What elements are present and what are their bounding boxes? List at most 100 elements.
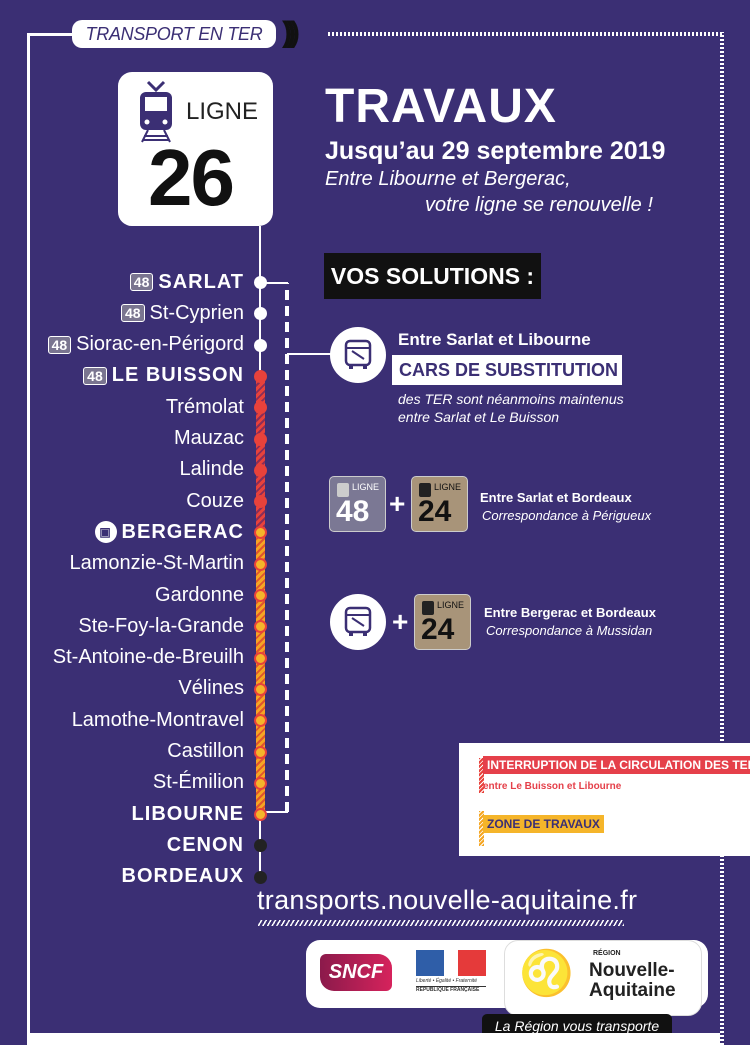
station-name: Vélines bbox=[178, 677, 244, 700]
legend-interruption-sub: entre Le Buisson et Libourne bbox=[483, 781, 622, 792]
station-name: Lalinde bbox=[179, 458, 244, 481]
transport-ter-tag: TRANSPORT EN TER bbox=[72, 20, 276, 48]
solutions-heading: VOS SOLUTIONS : bbox=[324, 253, 541, 299]
solution-2-sub: Correspondance à Périgueux bbox=[482, 508, 652, 523]
ligne-26-box: LIGNE 26 bbox=[118, 72, 273, 226]
station-0: 48 SARLAT bbox=[129, 269, 244, 295]
solution-3-heading: Entre Bergerac et Bordeaux bbox=[484, 605, 656, 620]
region-label: RÉGION bbox=[593, 950, 621, 957]
republique-francaise-logo: Liberté • Égalité • Fraternité RÉPUBLIQU… bbox=[416, 950, 486, 998]
line-48-badge: LIGNE 48 bbox=[329, 476, 386, 532]
station-dot bbox=[254, 651, 267, 665]
bus-route-connector bbox=[260, 811, 288, 813]
lion-icon: ♌ bbox=[519, 949, 574, 998]
station-name: Trémolat bbox=[165, 395, 244, 418]
legend-interruption: INTERRUPTION DE LA CIRCULATION DES TER bbox=[483, 756, 750, 774]
dotted-border bbox=[720, 32, 724, 1045]
station-name: Lamonzie-St-Martin bbox=[69, 552, 244, 575]
station-12: St-Antoine-de-Breuilh bbox=[53, 645, 244, 671]
line-48-connection-badge: 48 bbox=[120, 304, 145, 323]
station-dot bbox=[254, 557, 267, 571]
legend: INTERRUPTION DE LA CIRCULATION DES TER e… bbox=[459, 743, 750, 856]
train-icon bbox=[419, 483, 431, 497]
url-underline bbox=[258, 920, 624, 926]
line-number: 24 bbox=[421, 613, 455, 646]
solution-3-sub: Correspondance à Mussidan bbox=[486, 623, 653, 638]
line-24-badge: LIGNE 24 bbox=[411, 476, 468, 532]
region-name: Nouvelle- Aquitaine bbox=[589, 961, 676, 1001]
station-3: 48 LE BUISSON bbox=[83, 363, 244, 389]
ligne-label: LIGNE bbox=[434, 482, 462, 492]
line-48-connection-badge: 48 bbox=[83, 366, 107, 385]
station-dot bbox=[254, 432, 267, 446]
frame-line bbox=[27, 33, 77, 36]
station-dot bbox=[254, 714, 267, 728]
line-24-badge: LIGNE 24 bbox=[414, 594, 471, 650]
station-8: ▣ BERGERAC bbox=[94, 519, 244, 545]
plus-sign: + bbox=[392, 606, 409, 637]
bus-route-dashed bbox=[285, 283, 289, 812]
bus-route-connector bbox=[260, 282, 288, 284]
station-11: Ste-Foy-la-Grande bbox=[78, 613, 244, 639]
station-dot bbox=[254, 682, 267, 696]
legend-works-zone: ZONE DE TRAVAUX bbox=[483, 815, 604, 833]
station-dot bbox=[254, 401, 267, 415]
station-dot bbox=[254, 495, 267, 509]
station-dot bbox=[254, 276, 267, 289]
station-name: St-Antoine-de-Breuilh bbox=[52, 646, 244, 669]
station-name: BERGERAC bbox=[121, 520, 244, 543]
station-14: Lamothe-Montravel bbox=[72, 707, 244, 733]
website-link[interactable]: transports.nouvelle-aquitaine.fr bbox=[257, 885, 638, 915]
station-17: LIBOURNE bbox=[132, 801, 244, 827]
line-number: 24 bbox=[418, 495, 452, 528]
solution-1-box: CARS DE SUBSTITUTION bbox=[392, 355, 622, 385]
ligne-label: LIGNE bbox=[437, 600, 465, 610]
line-48-connection-badge: 48 bbox=[47, 335, 72, 354]
signal-waves-icon: ))) bbox=[282, 16, 300, 49]
solution-1-heading: Entre Sarlat et Libourne bbox=[398, 330, 591, 349]
bus-route-connector bbox=[287, 353, 332, 355]
rf-name: RÉPUBLIQUE FRANÇAISE bbox=[416, 986, 486, 994]
station-5: Mauzac bbox=[174, 426, 244, 452]
station-dot bbox=[254, 369, 267, 383]
region-name-line: Nouvelle- bbox=[589, 960, 675, 981]
station-name: SARLAT bbox=[158, 270, 244, 293]
solution-1-note: des TER sont néanmoins maintenus entre Sa… bbox=[398, 390, 624, 426]
sncf-logo: SNCF bbox=[320, 954, 392, 991]
station-dot bbox=[254, 620, 267, 634]
station-name: Gardonne bbox=[155, 583, 244, 606]
subtitle: votre ligne se renouvelle ! bbox=[425, 194, 653, 216]
bus-station-icon: ▣ bbox=[94, 521, 117, 544]
station-9: Lamonzie-St-Martin bbox=[69, 551, 244, 577]
station-7: Couze bbox=[186, 488, 244, 514]
station-dot bbox=[254, 776, 267, 790]
bus-icon bbox=[330, 594, 386, 650]
ligne-label: LIGNE bbox=[352, 482, 380, 492]
interruption-segment bbox=[256, 376, 265, 531]
station-1: 48 St-Cyprien bbox=[120, 300, 244, 326]
station-dot bbox=[254, 526, 267, 540]
line-48-connection-badge: 48 bbox=[129, 273, 154, 291]
station-15: Castillon bbox=[167, 739, 244, 765]
station-dot bbox=[254, 338, 267, 352]
orange-hatch-swatch bbox=[479, 811, 484, 846]
station-name: Siorac-en-Périgord bbox=[76, 333, 244, 356]
note-line: entre Sarlat et Le Buisson bbox=[398, 409, 560, 425]
works-segment bbox=[256, 531, 265, 812]
station-dot bbox=[254, 589, 267, 602]
station-name: Ste-Foy-la-Grande bbox=[78, 614, 244, 637]
dotted-border bbox=[328, 32, 724, 36]
date: Jusqu’au 29 septembre 2019 bbox=[325, 137, 666, 165]
bus-icon bbox=[330, 327, 386, 383]
station-name: BORDEAUX bbox=[121, 865, 244, 888]
station-dot bbox=[254, 870, 267, 884]
station-10: Gardonne bbox=[155, 582, 244, 608]
station-6: Lalinde bbox=[179, 457, 244, 483]
train-icon bbox=[140, 80, 172, 143]
station-16: St-Émilion bbox=[153, 770, 244, 796]
station-dot bbox=[254, 745, 267, 759]
station-name: St-Cyprien bbox=[149, 301, 244, 324]
bottom-bar bbox=[30, 1033, 720, 1045]
marianne-flag bbox=[416, 950, 486, 976]
station-name: LIBOURNE bbox=[131, 802, 244, 825]
